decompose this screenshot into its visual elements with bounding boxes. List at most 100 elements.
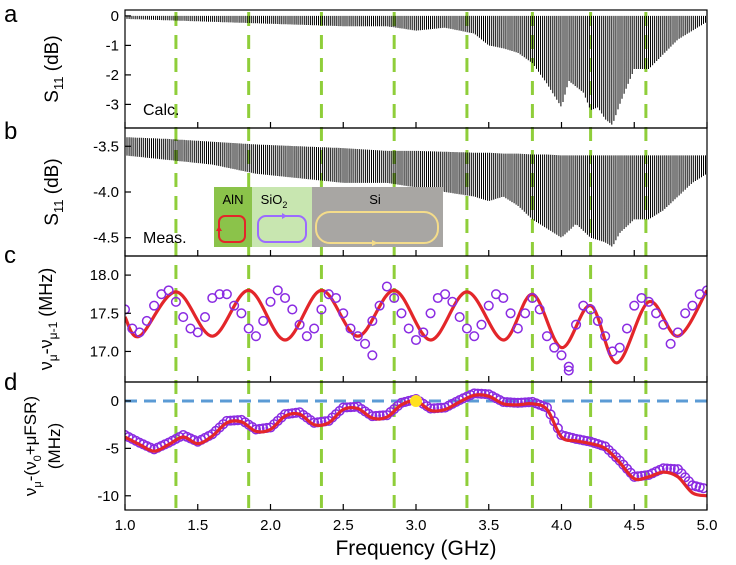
panel-c-ytick-label-0: 18.0 [90,267,119,284]
vertical-marker-layer [174,12,648,508]
panel-c-ylabel-unit: (MHz) [36,268,56,322]
panel-c-point-2 [134,327,145,338]
panel-b-ytick-label-1: -4.0 [93,184,119,201]
panel-c-point-18 [250,331,261,342]
panel-b-letter: b [4,118,17,145]
panel-d-data-group [125,388,707,498]
panel-c-point-32 [352,331,363,342]
panel-c-point-0 [125,304,131,315]
panel-d-point [523,397,534,408]
panel-a-spectrum-group [125,15,706,125]
panel-c-point-69 [621,323,633,334]
panel-c-point-13 [214,289,225,300]
panel-d-point [509,397,520,408]
panel-a-spectrum-trace [125,15,706,125]
panel-c-point-16 [236,308,247,319]
panel-c-ytick-label-2: 17.0 [90,343,119,360]
panel-c-point-41 [418,327,429,338]
panel-c-point-50 [483,300,494,311]
panel-a-ytick-label-3: -3 [106,96,119,113]
panel-c-point-54 [512,323,523,334]
panel-c-point-38 [396,308,407,319]
panel-c-fit-line [125,288,707,365]
x-tick-label-5: 3.5 [478,517,499,534]
x-axis-title: Frequency (GHz) [335,537,496,560]
panel-c-ylabel-sub-mu: μ [46,354,60,361]
panel-c-point-26 [309,323,320,334]
x-tick-label-3: 2.5 [333,517,354,534]
panel-c-point-31 [345,323,356,334]
panel-a-ylabel-sub: 11 [51,77,66,91]
panel-c-point-46 [454,312,465,323]
trace-layer [125,15,707,498]
panel-c-ytick-label-1: 17.5 [90,305,119,322]
x-tick-label-1: 1.5 [187,517,208,534]
panel-c-point-40 [410,334,422,346]
panel-c-point-80 [701,285,707,296]
panel-c-point-55 [520,308,531,319]
panel-d-highlight-point [410,394,422,407]
panel-b-annotation: Meas. [143,230,187,247]
panel-a-ylabel-unit: (dB) [42,35,63,76]
inset-si-arrow [372,240,378,246]
panel-c-ylabel-minus: -ν [36,339,56,354]
panel-c-point-20 [265,296,276,307]
panel-c-point-4 [149,300,160,311]
panel-c-point-60 [556,350,567,361]
panel-c-point-73 [651,308,662,319]
panel-d-ytick-label-1: -5 [106,440,119,457]
panel-b-ytick-label-2: -4.5 [93,230,119,247]
panel-c-point-36 [381,281,392,292]
panel-b-ylabel-unit: (dB) [42,158,63,199]
panel-c-point-68 [614,342,625,353]
panel-d-point [505,397,516,408]
x-tick-label-8: 5.0 [697,517,718,534]
panel-c-point-27 [316,304,327,315]
panel-b-ylabel-sub: 11 [51,200,66,214]
panel-c-letter: c [4,242,16,269]
inset-aln-label: AlN [223,192,244,207]
panel-c-point-53 [505,308,516,319]
panel-c-point-76 [672,327,683,338]
panel-c-point-10 [192,327,203,338]
x-tick-label-6: 4.0 [551,517,572,534]
panel-d-ylabel-line2: (MHz) [45,423,64,469]
panel-a-ytick-label-2: -2 [106,67,119,84]
panel-d-ylabel-rest: -(ν [21,461,40,481]
panel-c-point-15 [229,300,240,311]
panel-c-point-77 [680,308,691,319]
panel-c-point-7 [170,296,181,307]
panel-c-point-14 [221,289,232,300]
panel-c-point-65 [592,315,603,326]
panel-c-point-24 [294,319,305,330]
panel-c-point-52 [498,292,509,304]
panel-b-ylabel-main: S [42,213,63,226]
panel-c-point-58 [541,331,553,342]
panel-d-ylabel-line1: νμ-(ν0+μFSR) [21,396,44,496]
inset-si-label: Si [369,192,381,207]
inset-sio2-subscript: 2 [282,200,287,210]
panel-c-point-17 [243,323,254,334]
panel-c-point-6 [163,285,174,296]
panel-c-point-42 [425,308,436,319]
panel-c-point-48 [469,331,480,342]
panel-c-point-59 [549,342,560,353]
panel-a-ytick-label-1: -1 [106,37,119,54]
panel-d-ytick-label-0: 0 [111,393,119,410]
panel-c-point-64 [585,304,596,315]
panel-c-ylabel-nu: ν [36,361,56,370]
tick-layer: 0 -1 -2 -3 -3.5 -4.0 -4.5 18.0 17.5 17.0 0 -5 -10 1.0… [90,8,718,534]
x-tick-label-2: 2.0 [260,517,281,534]
panel-c-point-49 [476,319,487,330]
panel-b-ytick-label-0: -3.5 [93,138,119,155]
panel-c-point-75 [665,338,676,349]
panel-c-point-34 [367,315,378,326]
panel-a-letter: a [4,1,18,28]
panel-c-outlier-0 [367,350,378,361]
panel-a-ytick-label-0: 0 [111,8,119,25]
panel-d-fit-line [125,393,707,498]
panel-c-point-29 [330,292,342,304]
inset-sio2-base: SiO [261,192,283,207]
panel-c-ylabel-sub-mu1: μ-1 [46,321,60,339]
panel-d-ylabel-tail: +μFSR) [21,396,40,455]
